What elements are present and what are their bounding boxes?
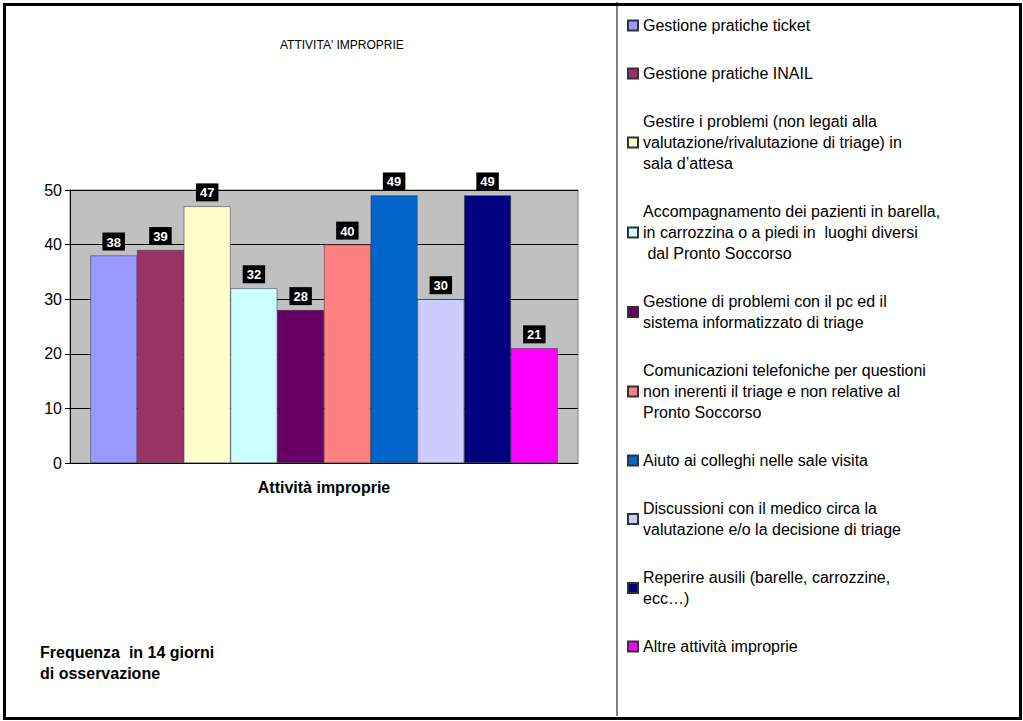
svg-text:28: 28 <box>293 289 307 304</box>
svg-text:valutazione/rivalutazione di t: valutazione/rivalutazione di triage) in <box>643 134 906 151</box>
svg-text:30: 30 <box>44 291 62 308</box>
svg-text:40: 40 <box>44 236 62 253</box>
svg-text:Altre attività improprie: Altre attività improprie <box>643 638 798 655</box>
svg-text:Discussioni con il medico circ: Discussioni con il medico circa la <box>643 500 881 517</box>
svg-text:Reperire ausili (barelle, carr: Reperire ausili (barelle, carrozzine, <box>643 569 895 586</box>
svg-text:in carrozzina o a piedi in lu: in carrozzina o a piedi in luoghi divers… <box>643 224 918 241</box>
svg-text:Gestire i problemi (non legati: Gestire i problemi (non legati alla <box>643 113 881 130</box>
svg-text:ecc…): ecc…) <box>643 590 689 607</box>
svg-text:38: 38 <box>106 235 120 250</box>
svg-text:valutazione e/o la decisione d: valutazione e/o la decisione di triage <box>643 521 901 538</box>
svg-text:50: 50 <box>44 182 62 199</box>
svg-text:39: 39 <box>153 229 167 244</box>
svg-text:non inerenti il triage e non r: non inerenti il triage e non relative al <box>643 383 905 400</box>
svg-text:Pronto Soccorso: Pronto Soccorso <box>643 404 761 421</box>
svg-text:32: 32 <box>247 267 261 282</box>
svg-text:Attività improprie: Attività improprie <box>258 479 391 496</box>
svg-text:ATTIVITA' IMPROPRIE: ATTIVITA' IMPROPRIE <box>280 38 404 52</box>
svg-text:sala d’attesa: sala d’attesa <box>643 155 733 172</box>
svg-text:49: 49 <box>387 174 401 189</box>
svg-text:40: 40 <box>340 224 354 239</box>
svg-text:21: 21 <box>527 327 541 342</box>
svg-text:10: 10 <box>44 400 62 417</box>
svg-text:di osservazione: di osservazione <box>40 665 160 682</box>
svg-text:47: 47 <box>200 185 214 200</box>
svg-text:Gestione di problemi con il pc: Gestione di problemi con il pc ed il <box>643 293 891 310</box>
svg-text:20: 20 <box>44 345 62 362</box>
svg-text:Accompagnamento dei pazienti i: Accompagnamento dei pazienti in barella, <box>643 203 945 220</box>
svg-text:Comunicazioni telefoniche per: Comunicazioni telefoniche per questioni <box>643 362 930 379</box>
svg-text:49: 49 <box>480 174 494 189</box>
svg-text:Frequenza in 14 giorni: Frequenza in 14 giorni <box>40 644 219 661</box>
svg-text:Aiuto ai colleghi nelle sale v: Aiuto ai colleghi nelle sale visita <box>643 452 868 469</box>
svg-text:Gestione pratiche ticket: Gestione pratiche ticket <box>643 17 811 34</box>
svg-text:dal Pronto Soccorso: dal Pronto Soccorso <box>643 245 792 262</box>
svg-text:Gestione pratiche INAIL: Gestione pratiche INAIL <box>643 65 813 82</box>
svg-text:0: 0 <box>53 455 62 472</box>
svg-text:30: 30 <box>434 278 448 293</box>
svg-text:sistema informatizzato di tria: sistema informatizzato di triage <box>643 314 864 331</box>
